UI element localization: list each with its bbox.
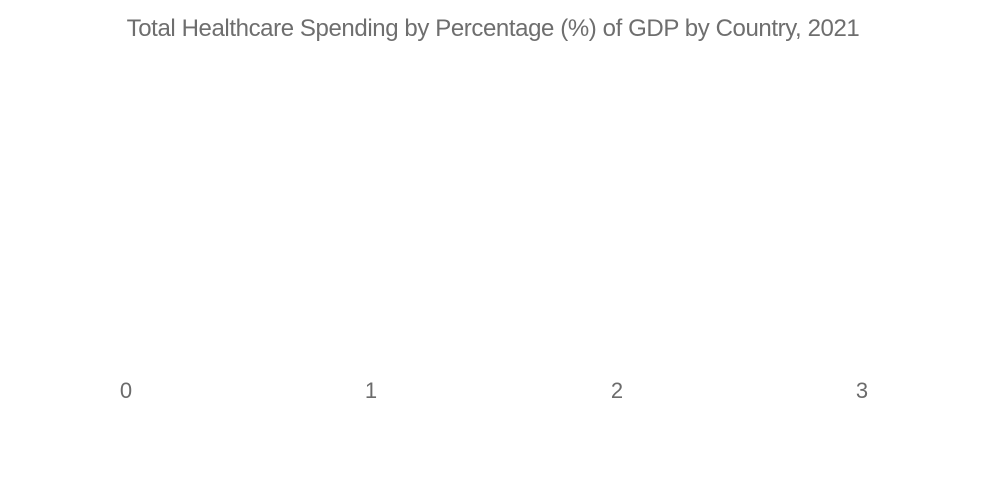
chart-title: Total Healthcare Spending by Percentage … xyxy=(126,15,860,42)
x-axis-tick-label-3: 3 xyxy=(855,378,869,403)
x-axis-tick-label-1: 1 xyxy=(364,378,378,403)
x-axis: 0 1 2 3 xyxy=(0,380,1000,410)
plot-area xyxy=(126,60,862,375)
x-axis-tick-label-2: 2 xyxy=(610,378,624,403)
x-axis-tick-label-0: 0 xyxy=(119,378,133,403)
